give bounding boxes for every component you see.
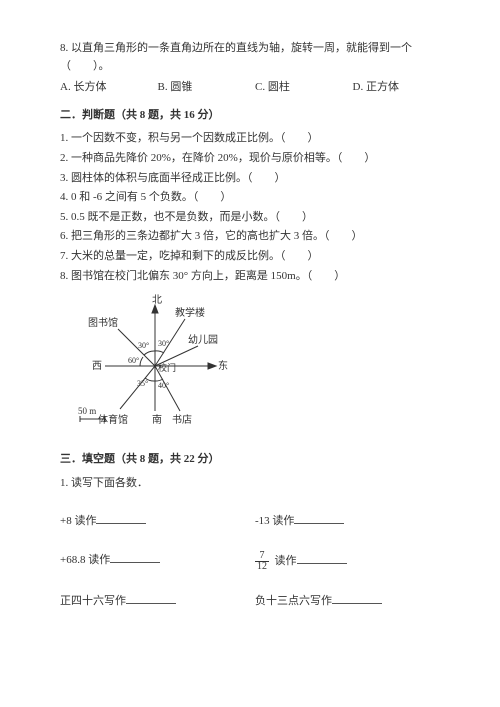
q8-opt-a: A. 长方体 — [60, 79, 158, 97]
angle-30b: 30° — [138, 341, 149, 350]
label-library: 图书馆 — [88, 316, 118, 329]
tf-item: 8. 图书馆在校门北偏东 30° 方向上，距离是 150m。（ ） — [60, 268, 450, 286]
tf-item: 7. 大米的总量一定，吃掉和剩下的成反比例。（ ） — [60, 248, 450, 266]
tf-item: 3. 圆柱体的体积与底面半径成正比例。（ ） — [60, 170, 450, 188]
blank — [297, 552, 347, 564]
dir-east: 东 — [218, 359, 228, 372]
fill-label: +8 读作 — [60, 515, 96, 527]
label-kinder: 幼儿园 — [188, 333, 218, 346]
angle-40: 40° — [158, 381, 169, 390]
fill-right: 7 12 读作 — [255, 551, 450, 572]
label-bookstore: 书店 — [172, 413, 192, 426]
angle-35: 35° — [137, 379, 148, 388]
q8-opt-b: B. 圆锥 — [158, 79, 256, 97]
fill-left: +8 读作 — [60, 512, 255, 531]
fill-label: 读作 — [275, 555, 297, 567]
fill-label: 正四十六写作 — [60, 595, 126, 607]
dir-south: 南 — [152, 413, 162, 426]
compass-diagram: 北 南 东 西 校门 教学楼 图书馆 幼儿园 体育馆 书店 30° 30° 60… — [70, 291, 240, 441]
fill-right: 负十三点六写作 — [255, 592, 450, 611]
q8-opt-d: D. 正方体 — [353, 79, 451, 97]
blank — [294, 512, 344, 524]
fill-label: -13 读作 — [255, 515, 294, 527]
tf-item: 4. 0 和 -6 之间有 5 个负数。（ ） — [60, 189, 450, 207]
label-gym: 体育馆 — [98, 413, 128, 426]
fill-left: +68.8 读作 — [60, 551, 255, 572]
dir-north: 北 — [152, 294, 162, 306]
frac-den: 12 — [255, 562, 269, 572]
label-teach: 教学楼 — [175, 306, 205, 319]
fraction: 7 12 — [255, 551, 269, 572]
fill-right: -13 读作 — [255, 512, 450, 531]
scale-label: 50 m — [78, 406, 96, 416]
fill-left: 正四十六写作 — [60, 592, 255, 611]
blank — [332, 592, 382, 604]
tf-list: 1. 一个因数不变，积与另一个因数成正比例。（ ） 2. 一种商品先降价 20%… — [60, 130, 450, 285]
fill-label: +68.8 读作 — [60, 554, 110, 566]
tf-item: 5. 0.5 既不是正数，也不是负数，而是小数。（ ） — [60, 209, 450, 227]
q8-options: A. 长方体 B. 圆锥 C. 圆柱 D. 正方体 — [60, 79, 450, 97]
section3-title: 三．填空题（共 8 题，共 22 分） — [60, 451, 450, 469]
tf-item: 6. 把三角形的三条边都扩大 3 倍，它的高也扩大 3 倍。（ ） — [60, 228, 450, 246]
section2-title: 二．判断题（共 8 题，共 16 分） — [60, 107, 450, 125]
dir-west: 西 — [92, 361, 102, 372]
angle-30a: 30° — [158, 339, 169, 348]
fill-row-1: +8 读作 -13 读作 — [60, 512, 450, 531]
fill-label: 负十三点六写作 — [255, 595, 332, 607]
center-label: 校门 — [158, 362, 176, 373]
blank — [126, 592, 176, 604]
fill-row-2: +68.8 读作 7 12 读作 — [60, 551, 450, 572]
angle-60: 60° — [128, 356, 139, 365]
blank — [110, 551, 160, 563]
blank — [96, 512, 146, 524]
tf-item: 1. 一个因数不变，积与另一个因数成正比例。（ ） — [60, 130, 450, 148]
fill-row-3: 正四十六写作 负十三点六写作 — [60, 592, 450, 611]
q8-text: 8. 以直角三角形的一条直角边所在的直线为轴，旋转一周，就能得到一个（ ）。 — [60, 40, 450, 75]
q8-opt-c: C. 圆柱 — [255, 79, 353, 97]
s3-q1: 1. 读写下面各数． — [60, 475, 450, 493]
tf-item: 2. 一种商品先降价 20%，在降价 20%，现价与原价相等。（ ） — [60, 150, 450, 168]
